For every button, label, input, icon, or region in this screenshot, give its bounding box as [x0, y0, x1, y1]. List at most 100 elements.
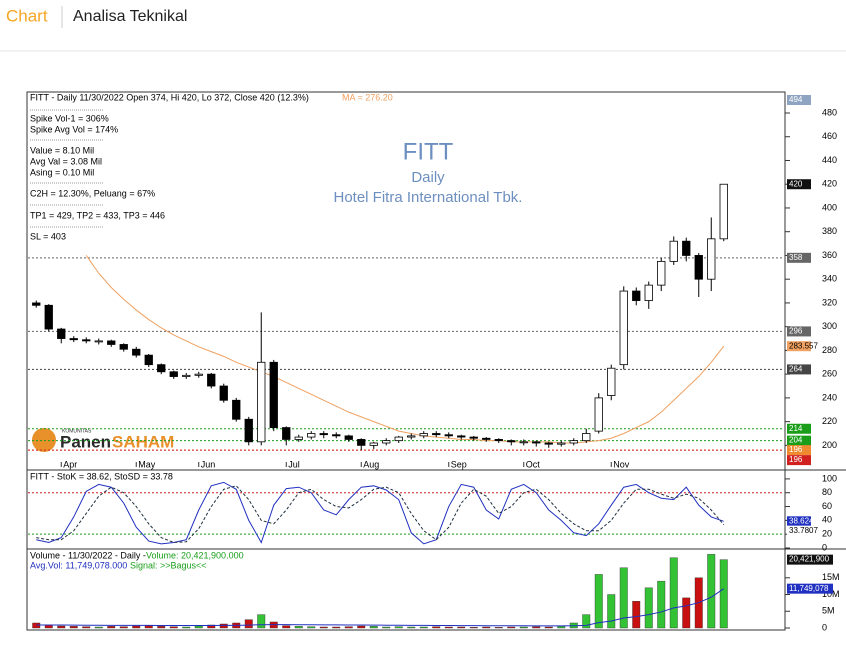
ma-line — [85, 255, 725, 444]
candle-body — [419, 433, 428, 437]
volume-bar — [382, 626, 391, 629]
candle-body — [369, 442, 378, 446]
candle-body — [232, 399, 241, 420]
avg-last-bg — [787, 583, 833, 594]
candle-body — [182, 374, 191, 377]
logo-part2: SAHAM — [112, 432, 174, 451]
x-tick-label: May — [138, 459, 156, 469]
volume-bar — [57, 625, 66, 629]
volume-text: Volume: 20,421,900.000 — [146, 550, 244, 560]
candle-body — [244, 418, 253, 443]
note: Asing = 0.10 Mil — [30, 167, 94, 177]
volume-bar — [432, 626, 441, 629]
candle-body — [382, 440, 391, 444]
stoch-line — [36, 481, 724, 545]
volume-bar — [294, 626, 303, 629]
x-tick-label: Aug — [363, 459, 379, 469]
candle-body — [457, 435, 466, 438]
y-tick-label: 340 — [822, 274, 837, 284]
volume-bar — [332, 626, 341, 629]
candle-body — [682, 240, 691, 256]
logo-icon — [32, 428, 56, 452]
y-tick-label: 80 — [822, 487, 832, 497]
logo-part1: Panen — [60, 432, 111, 451]
level-label: 196 — [789, 445, 803, 454]
peak-label-bg — [787, 95, 811, 105]
level-label-bg — [787, 326, 811, 337]
volume-bar — [482, 626, 491, 629]
volume-bar — [444, 626, 453, 629]
volume-bar — [319, 626, 328, 629]
brand[interactable]: Chart — [6, 6, 48, 25]
volume-bar — [307, 626, 316, 629]
last-ma: 283.557 — [789, 341, 818, 350]
candle-body — [519, 441, 528, 444]
y-tick-label: 240 — [822, 392, 837, 402]
y-tick-label: 400 — [822, 202, 837, 212]
volume-bar — [219, 623, 228, 629]
volume-bar — [119, 626, 128, 629]
candle-body — [82, 339, 91, 342]
candle-body — [569, 440, 578, 444]
level-label: 196 — [789, 455, 803, 464]
volume-bar — [519, 626, 528, 629]
candle-body — [332, 434, 341, 437]
volume-bar — [557, 626, 566, 629]
level-label-bg — [787, 435, 811, 446]
y-tick-label: 320 — [822, 297, 837, 307]
level-label-bg — [787, 252, 811, 263]
chart-subtitle: Daily — [411, 169, 445, 186]
volume-bar — [419, 626, 428, 629]
candle-body — [44, 304, 53, 330]
logo-small: KOMUNITAS — [62, 428, 92, 434]
stoch-line — [36, 485, 725, 543]
volume-bar — [194, 625, 203, 629]
stoch-last-bg — [787, 525, 811, 536]
candle-body — [69, 338, 78, 341]
price-legend: FITT - Daily 11/30/2022 Open 374, Hi 420… — [30, 92, 309, 102]
candle-body — [407, 435, 416, 438]
volume-bar — [144, 625, 153, 629]
y-tick-label: 15M — [822, 572, 840, 582]
volume-bar — [594, 574, 603, 629]
y-tick-label: 440 — [822, 155, 837, 165]
candle-body — [432, 433, 441, 436]
volume-bar — [357, 625, 366, 629]
candle-body — [594, 397, 603, 432]
volume-bar — [719, 559, 728, 629]
candle-body — [132, 348, 141, 356]
volume-bar — [457, 626, 466, 629]
level-label-bg — [787, 364, 811, 375]
volume-bar — [532, 626, 541, 629]
candle-body — [394, 436, 403, 442]
candle-body — [544, 442, 553, 445]
company: Hotel Fitra International Tbk. — [334, 189, 523, 206]
last-close-bg — [787, 179, 811, 190]
volume-bar — [344, 626, 353, 629]
y-tick-label: 0 — [822, 622, 827, 632]
logo: KOMUNITAS Panen SAHAM — [32, 428, 174, 452]
candle-body — [657, 260, 666, 286]
volume-bar — [582, 614, 591, 629]
stoch-legend: FITT - StoK = 38.62, StoSD = 33.78 — [30, 471, 173, 481]
candle-body — [644, 284, 653, 301]
candle-body — [307, 433, 316, 438]
y-tick-label: 360 — [822, 250, 837, 260]
candle-body — [557, 442, 566, 445]
level-label-bg — [787, 445, 811, 456]
candle-body — [494, 439, 503, 442]
volume-bar — [107, 626, 116, 629]
candle-body — [482, 437, 491, 440]
volume-bar — [657, 580, 666, 629]
candle-body — [282, 427, 291, 440]
note: Spike Avg Vol = 174% — [30, 124, 118, 134]
volume-bar — [244, 619, 253, 629]
x-tick-label: Apr — [63, 459, 77, 469]
y-tick-label: 0 — [822, 542, 827, 552]
stoch-last: 33.7807 — [789, 526, 818, 535]
y-tick-label: 5M — [822, 606, 835, 616]
x-tick-label: Jun — [201, 459, 216, 469]
volume-bar — [632, 601, 641, 629]
signal-text: Signal: >>Bagus<< — [130, 560, 207, 570]
